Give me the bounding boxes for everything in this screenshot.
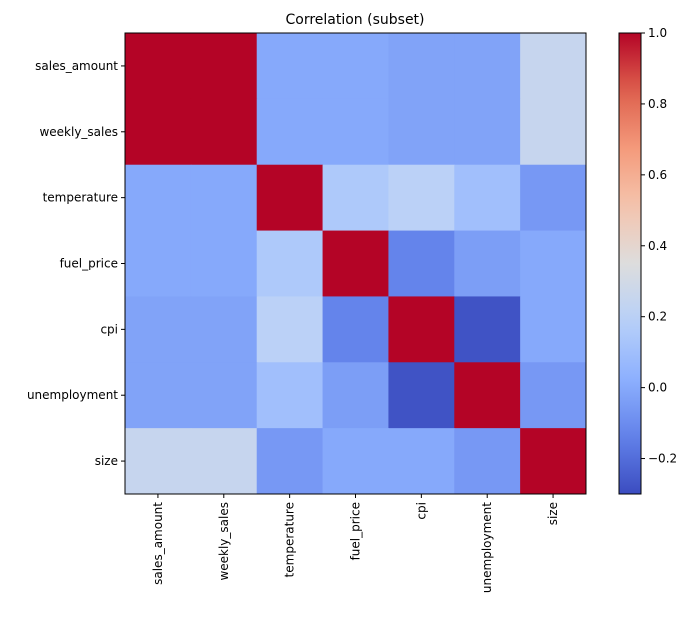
heatmap-cell-unemployment-cpi	[388, 362, 455, 429]
colorbar-gradient	[618, 32, 642, 495]
colorbar-tick-label: −0.2	[648, 452, 677, 466]
heatmap-cell-sales_amount-size	[520, 33, 587, 100]
heatmap-cell-cpi-sales_amount	[125, 296, 192, 363]
x-tick-label: cpi	[414, 502, 428, 520]
y-tick-label: fuel_price	[60, 257, 118, 271]
x-tick-label: fuel_price	[349, 502, 363, 560]
x-tick-label: temperature	[283, 502, 297, 577]
colorbar-tick-label: 0.0	[648, 381, 667, 395]
heatmap-cell-sales_amount-temperature	[256, 33, 324, 100]
heatmap-cell-sales_amount-unemployment	[454, 33, 521, 100]
y-tick-label: weekly_sales	[39, 125, 118, 139]
heatmap-cell-fuel_price-fuel_price	[322, 230, 389, 297]
x-tick-label: size	[546, 502, 560, 525]
colorbar: −0.2 0.0 0.2 0.4 0.6 0.8 1.0	[618, 26, 677, 495]
heatmap-cell-temperature-temperature	[256, 164, 324, 232]
heatmap-cell-unemployment-temperature	[256, 362, 324, 429]
heatmap-cell-fuel_price-cpi	[388, 230, 455, 297]
y-tick-label: temperature	[43, 191, 118, 205]
heatmap-cell-cpi-unemployment	[454, 296, 521, 363]
heatmap-cell-weekly_sales-size	[520, 98, 587, 166]
colorbar-tick-label: 1.0	[648, 26, 667, 40]
x-tick-label: weekly_sales	[217, 502, 231, 581]
heatmap-cell-sales_amount-cpi	[388, 33, 455, 100]
heatmap-cell-sales_amount-sales_amount	[125, 33, 192, 100]
heatmap-cell-unemployment-weekly_sales	[190, 362, 258, 429]
colorbar-tick-label: 0.6	[648, 168, 667, 182]
heatmap-cell-sales_amount-fuel_price	[322, 33, 389, 100]
y-tick-label: unemployment	[27, 388, 118, 402]
heatmap-cell-unemployment-unemployment	[454, 362, 521, 429]
heatmap-cell-temperature-unemployment	[454, 164, 521, 232]
y-axis-ticks: sales_amount weekly_sales temperature fuel_…	[27, 59, 125, 468]
colorbar-tick-label: 0.8	[648, 97, 667, 111]
heatmap-cell-temperature-weekly_sales	[190, 164, 258, 232]
heatmap-cell-size-fuel_price	[322, 428, 389, 495]
heatmap-cell-cpi-cpi	[388, 296, 455, 363]
heatmap-cell-size-temperature	[256, 428, 324, 495]
heatmap-cell-temperature-cpi	[388, 164, 455, 232]
colorbar-tick-label: 0.4	[648, 239, 667, 253]
y-tick-label: sales_amount	[35, 59, 118, 73]
heatmap-cell-fuel_price-size	[520, 230, 587, 297]
heatmap-cell-fuel_price-weekly_sales	[190, 230, 258, 297]
heatmap-cell-unemployment-size	[520, 362, 587, 429]
y-tick-label: cpi	[100, 322, 118, 336]
heatmap-cell-size-size	[520, 428, 587, 495]
heatmap-cell-fuel_price-temperature	[256, 230, 324, 297]
heatmap-cell-temperature-fuel_price	[322, 164, 389, 232]
heatmap-cell-cpi-fuel_price	[322, 296, 389, 363]
heatmap-cell-cpi-weekly_sales	[190, 296, 258, 363]
heatmap-cell-fuel_price-sales_amount	[125, 230, 192, 297]
heatmap-cells	[125, 33, 587, 495]
chart-title: Correlation (subset)	[285, 12, 424, 28]
heatmap-cell-size-weekly_sales	[190, 428, 258, 495]
heatmap-cell-weekly_sales-fuel_price	[322, 98, 389, 166]
heatmap-cell-weekly_sales-sales_amount	[125, 98, 192, 166]
heatmap-cell-temperature-sales_amount	[125, 164, 192, 232]
heatmap-cell-sales_amount-weekly_sales	[190, 33, 258, 100]
heatmap-cell-weekly_sales-temperature	[256, 98, 324, 166]
heatmap-cell-size-unemployment	[454, 428, 521, 495]
x-axis-ticks: sales_amount weekly_sales temperature fuel_…	[151, 494, 560, 593]
heatmap-cell-temperature-size	[520, 164, 587, 232]
x-tick-label: sales_amount	[151, 502, 165, 585]
heatmap-cell-weekly_sales-cpi	[388, 98, 455, 166]
heatmap-cell-fuel_price-unemployment	[454, 230, 521, 297]
heatmap-cell-cpi-size	[520, 296, 587, 363]
heatmap-cell-cpi-temperature	[256, 296, 324, 363]
heatmap-cell-unemployment-fuel_price	[322, 362, 389, 429]
x-tick-label: unemployment	[480, 502, 494, 593]
heatmap-cell-unemployment-sales_amount	[125, 362, 192, 429]
heatmap-cell-size-sales_amount	[125, 428, 192, 495]
heatmap-cell-weekly_sales-weekly_sales	[190, 98, 258, 166]
colorbar-tick-label: 0.2	[648, 310, 667, 324]
heatmap-cell-size-cpi	[388, 428, 455, 495]
heatmap-cell-weekly_sales-unemployment	[454, 98, 521, 166]
y-tick-label: size	[95, 454, 118, 468]
